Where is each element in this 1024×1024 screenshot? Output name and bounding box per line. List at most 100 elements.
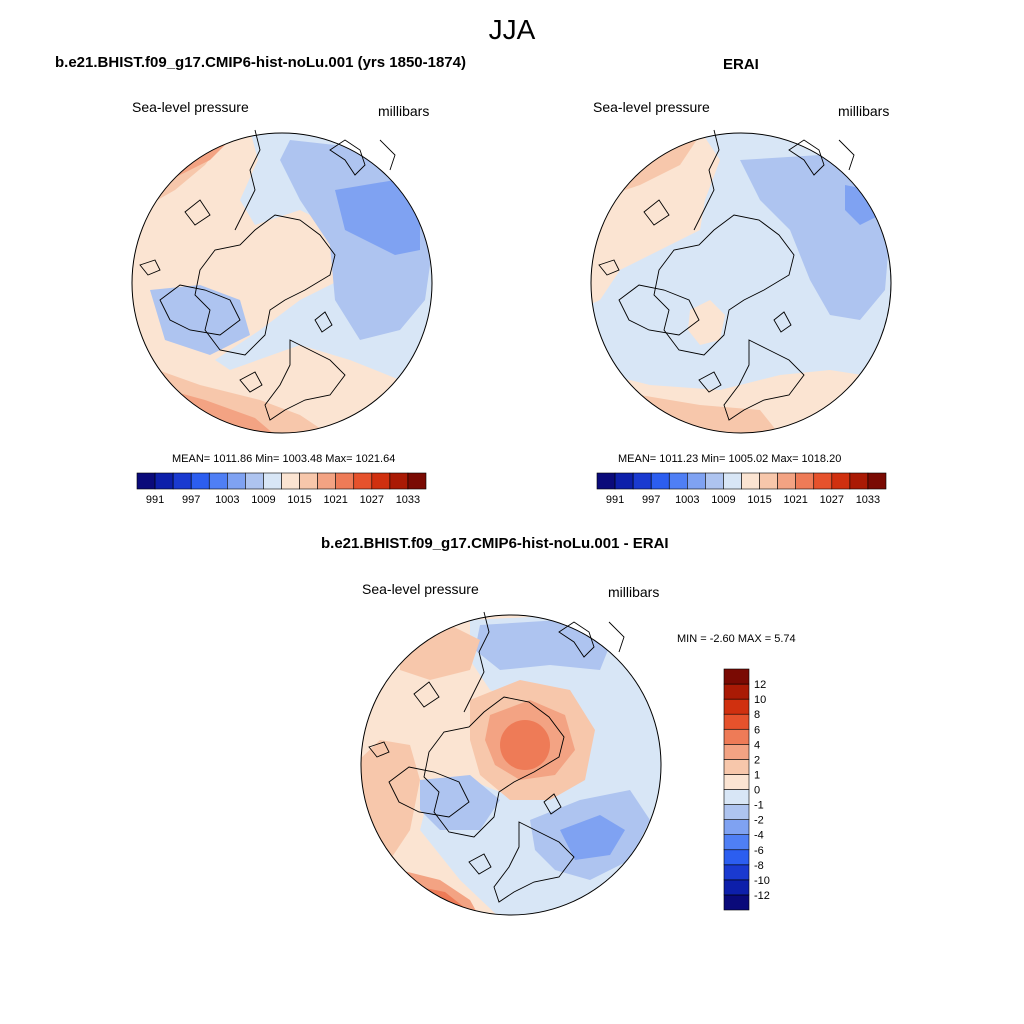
- diff-colorbar-tick-label: -8: [754, 860, 764, 872]
- model-colorbar-box: [263, 472, 282, 490]
- diff-colorbar-box: [723, 894, 750, 911]
- model-colorbar-tick-label: 1033: [396, 494, 420, 506]
- obs-colorbar-box: [813, 472, 833, 490]
- model-colorbar-tick-label: 1015: [287, 494, 311, 506]
- diff-colorbar-box: [723, 759, 750, 775]
- model-units-label: millibars: [378, 103, 430, 119]
- obs-colorbar-box: [759, 472, 778, 490]
- obs-colorbar-box: [777, 472, 796, 490]
- obs-map: [590, 129, 892, 434]
- diff-units-label: millibars: [608, 584, 660, 600]
- diff-map: [360, 611, 662, 916]
- diff-colorbar-box: [723, 683, 750, 700]
- diff-colorbar-box: [723, 728, 750, 745]
- diff-colorbar-box: [723, 819, 750, 835]
- model-coastlines: [139, 129, 396, 421]
- obs-map-border: [590, 132, 892, 434]
- model-colorbar-box: [389, 472, 409, 490]
- model-colorbar-box: [136, 472, 156, 490]
- diff-colorbar-box: [723, 834, 750, 851]
- model-colorbar-box: [335, 472, 355, 490]
- diff-colorbar-tick-label: 10: [754, 694, 766, 706]
- obs-colorbar-tick-label: 991: [606, 494, 624, 506]
- model-colorbar-tick-label: 991: [146, 494, 164, 506]
- diff-stats: MIN = -2.60 MAX = 5.74: [677, 633, 796, 645]
- diff-colorbar-tick-label: 2: [754, 754, 760, 766]
- diff-colorbar-box: [723, 789, 750, 805]
- obs-coastlines: [598, 129, 855, 421]
- obs-field-high-center: [688, 300, 725, 345]
- obs-colorbar-box: [614, 472, 634, 490]
- diff-colorbar-tick-label: 8: [754, 709, 760, 721]
- model-colorbar-box: [190, 472, 210, 490]
- model-colorbar-box: [353, 472, 373, 490]
- obs-colorbar-tick-label: 997: [642, 494, 660, 506]
- obs-colorbar-tick-label: 1027: [820, 494, 844, 506]
- model-map-border: [131, 132, 433, 434]
- obs-colorbar-tick-label: 1009: [711, 494, 735, 506]
- model-colorbar-box: [371, 472, 391, 490]
- diff-colorbar-box: [723, 849, 750, 866]
- obs-stats: MEAN= 1011.23 Min= 1005.02 Max= 1018.20: [618, 453, 842, 465]
- obs-colorbar-tick-label: 1021: [783, 494, 807, 506]
- model-colorbar-box: [245, 472, 264, 490]
- obs-colorbar-box: [831, 472, 851, 490]
- diff-colorbar-tick-label: 6: [754, 724, 760, 736]
- model-colorbar-box: [227, 472, 246, 490]
- model-colorbar-box: [281, 472, 300, 490]
- model-colorbar-box: [407, 472, 427, 490]
- diff-field-negative-w: [420, 775, 500, 830]
- obs-colorbar-box: [849, 472, 869, 490]
- diff-colorbar-box: [723, 774, 750, 790]
- model-colorbar-tick-label: 1021: [323, 494, 347, 506]
- diff-colorbar-tick-label: -2: [754, 815, 764, 827]
- obs-colorbar-box: [705, 472, 724, 490]
- diff-field-negative-se-core: [560, 815, 625, 860]
- obs-colorbar-tick-label: 1033: [856, 494, 880, 506]
- obs-panel-title: ERAI: [723, 56, 759, 73]
- obs-colorbar-box: [596, 472, 616, 490]
- diff-colorbar-tick-label: -12: [754, 890, 770, 902]
- obs-colorbar-box: [741, 472, 760, 490]
- obs-colorbar-box: [668, 472, 688, 490]
- diff-colorbar-tick-label: 0: [754, 785, 760, 797]
- diff-colorbar-tick-label: -6: [754, 845, 764, 857]
- model-colorbar-box: [299, 472, 318, 490]
- obs-colorbar-box: [650, 472, 670, 490]
- model-variable-label: Sea-level pressure: [132, 99, 249, 115]
- diff-variable-label: Sea-level pressure: [362, 581, 479, 597]
- model-stats: MEAN= 1011.86 Min= 1003.48 Max= 1021.64: [172, 453, 396, 465]
- diff-colorbar-tick-label: 1: [754, 769, 760, 781]
- obs-colorbar-box: [867, 472, 887, 490]
- model-colorbar-box: [172, 472, 192, 490]
- diff-coastlines: [368, 611, 625, 903]
- obs-variable-label: Sea-level pressure: [593, 99, 710, 115]
- model-field-low-e-core: [335, 180, 420, 255]
- model-panel-title: b.e21.BHIST.f09_g17.CMIP6-hist-noLu.001 …: [55, 54, 466, 71]
- model-field-high: [132, 133, 432, 433]
- diff-map-border: [360, 614, 662, 916]
- obs-colorbar-tick-label: 1015: [747, 494, 771, 506]
- model-map: [131, 129, 433, 434]
- diff-colorbar-box: [723, 804, 750, 820]
- diff-colorbar-tick-label: -4: [754, 830, 764, 842]
- diff-field-negative-n: [475, 620, 610, 670]
- diff-colorbar-box: [723, 864, 750, 881]
- diff-colorbar-box: [723, 713, 750, 730]
- diff-colorbar-box: [723, 698, 750, 715]
- diff-colorbar-tick-label: 12: [754, 679, 766, 691]
- model-colorbar-tick-label: 1003: [215, 494, 239, 506]
- obs-colorbar-box: [687, 472, 706, 490]
- diff-colorbar-tick-label: -1: [754, 800, 764, 812]
- diff-colorbar-box: [723, 879, 750, 896]
- obs-units-label: millibars: [838, 103, 890, 119]
- diff-colorbar-tick-label: -10: [754, 875, 770, 887]
- model-colorbar-tick-label: 1009: [251, 494, 275, 506]
- diff-field-positive-center-core: [500, 720, 550, 770]
- figure-title: JJA: [488, 14, 536, 45]
- diff-panel-title: b.e21.BHIST.f09_g17.CMIP6-hist-noLu.001 …: [321, 535, 669, 552]
- model-field-low-w: [150, 285, 250, 355]
- obs-colorbar: 991 997 1003 1009 1015 1021 1027 1033: [596, 472, 887, 506]
